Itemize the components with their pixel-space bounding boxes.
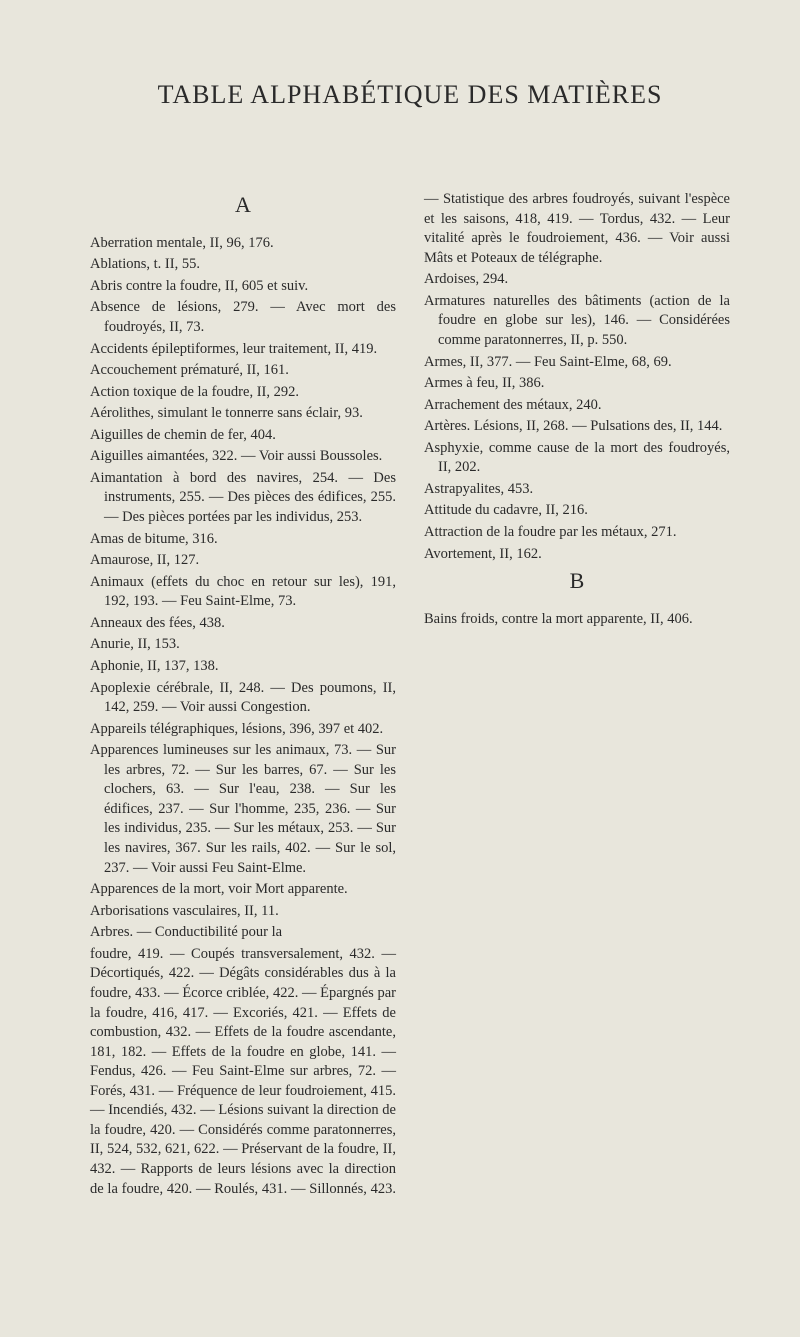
index-entry: Armatures naturelles des bâtiments (acti… xyxy=(424,292,730,351)
index-entry: Aberration mentale, II, 96, 176. xyxy=(90,234,396,254)
index-entry: Arbres. — Conductibilité pour la xyxy=(90,923,396,943)
index-entry: Aiguilles de chemin de fer, 404. xyxy=(90,426,396,446)
index-entry: Appareils télégraphiques, lésions, 396, … xyxy=(90,720,396,740)
index-entry: Amaurose, II, 127. xyxy=(90,551,396,571)
index-entry: Anneaux des fées, 438. xyxy=(90,614,396,634)
index-entry: Apparences lumineuses sur les ani­maux, … xyxy=(90,741,396,878)
index-entry: Aphonie, II, 137, 138. xyxy=(90,657,396,677)
index-entry: Asphyxie, comme cause de la mort des fou… xyxy=(424,439,730,478)
index-entry: Ardoises, 294. xyxy=(424,270,730,290)
index-entry: Attraction de la foudre par les métaux, … xyxy=(424,523,730,543)
index-entry: Absence de lésions, 279. — Avec mort des… xyxy=(90,298,396,337)
index-entry: Apparences de la mort, voir Mort appa­re… xyxy=(90,880,396,900)
index-entry: Accouchement prématuré, II, 161. xyxy=(90,361,396,381)
index-entry: Attitude du cadavre, II, 216. xyxy=(424,501,730,521)
index-entry: Ablations, t. II, 55. xyxy=(90,255,396,275)
index-entry: Amas de bitume, 316. xyxy=(90,530,396,550)
page: TABLE ALPHABÉTIQUE DES MATIÈRES A Aberra… xyxy=(90,40,730,1297)
section-letter-b: B xyxy=(424,566,730,596)
index-entry: Apoplexie cérébrale, II, 248. — Des poum… xyxy=(90,679,396,718)
index-entry: Arrachement des métaux, 240. xyxy=(424,396,730,416)
page-title: TABLE ALPHABÉTIQUE DES MATIÈRES xyxy=(90,80,730,110)
index-entry: Artères. Lésions, II, 268. — Pulsa­tions… xyxy=(424,417,730,437)
index-entry: Aérolithes, simulant le tonnerre sans éc… xyxy=(90,404,396,424)
index-entry: Aimantation à bord des navires, 254. — D… xyxy=(90,469,396,528)
index-entry: Aiguilles aimantées, 322. — Voir aussi B… xyxy=(90,447,396,467)
index-entry: Armes, II, 377. — Feu Saint-Elme, 68, 69… xyxy=(424,353,730,373)
index-entry: Astrapyalites, 453. xyxy=(424,480,730,500)
index-entry: Arborisations vasculaires, II, 11. xyxy=(90,902,396,922)
index-entry: Animaux (effets du choc en retour sur le… xyxy=(90,573,396,612)
index-entry: Bains froids, contre la mort apparente, … xyxy=(424,610,730,630)
index-entry: Action toxique de la foudre, II, 292. xyxy=(90,383,396,403)
index-columns: A Aberration mentale, II, 96, 176. Ablat… xyxy=(90,190,730,1210)
index-entry: Accidents épileptiformes, leur traite­me… xyxy=(90,340,396,360)
index-entry: Anurie, II, 153. xyxy=(90,635,396,655)
index-entry: Avortement, II, 162. xyxy=(424,545,730,565)
index-entry: Abris contre la foudre, II, 605 et suiv. xyxy=(90,277,396,297)
section-letter-a: A xyxy=(90,190,396,220)
index-entry: Armes à feu, II, 386. xyxy=(424,374,730,394)
